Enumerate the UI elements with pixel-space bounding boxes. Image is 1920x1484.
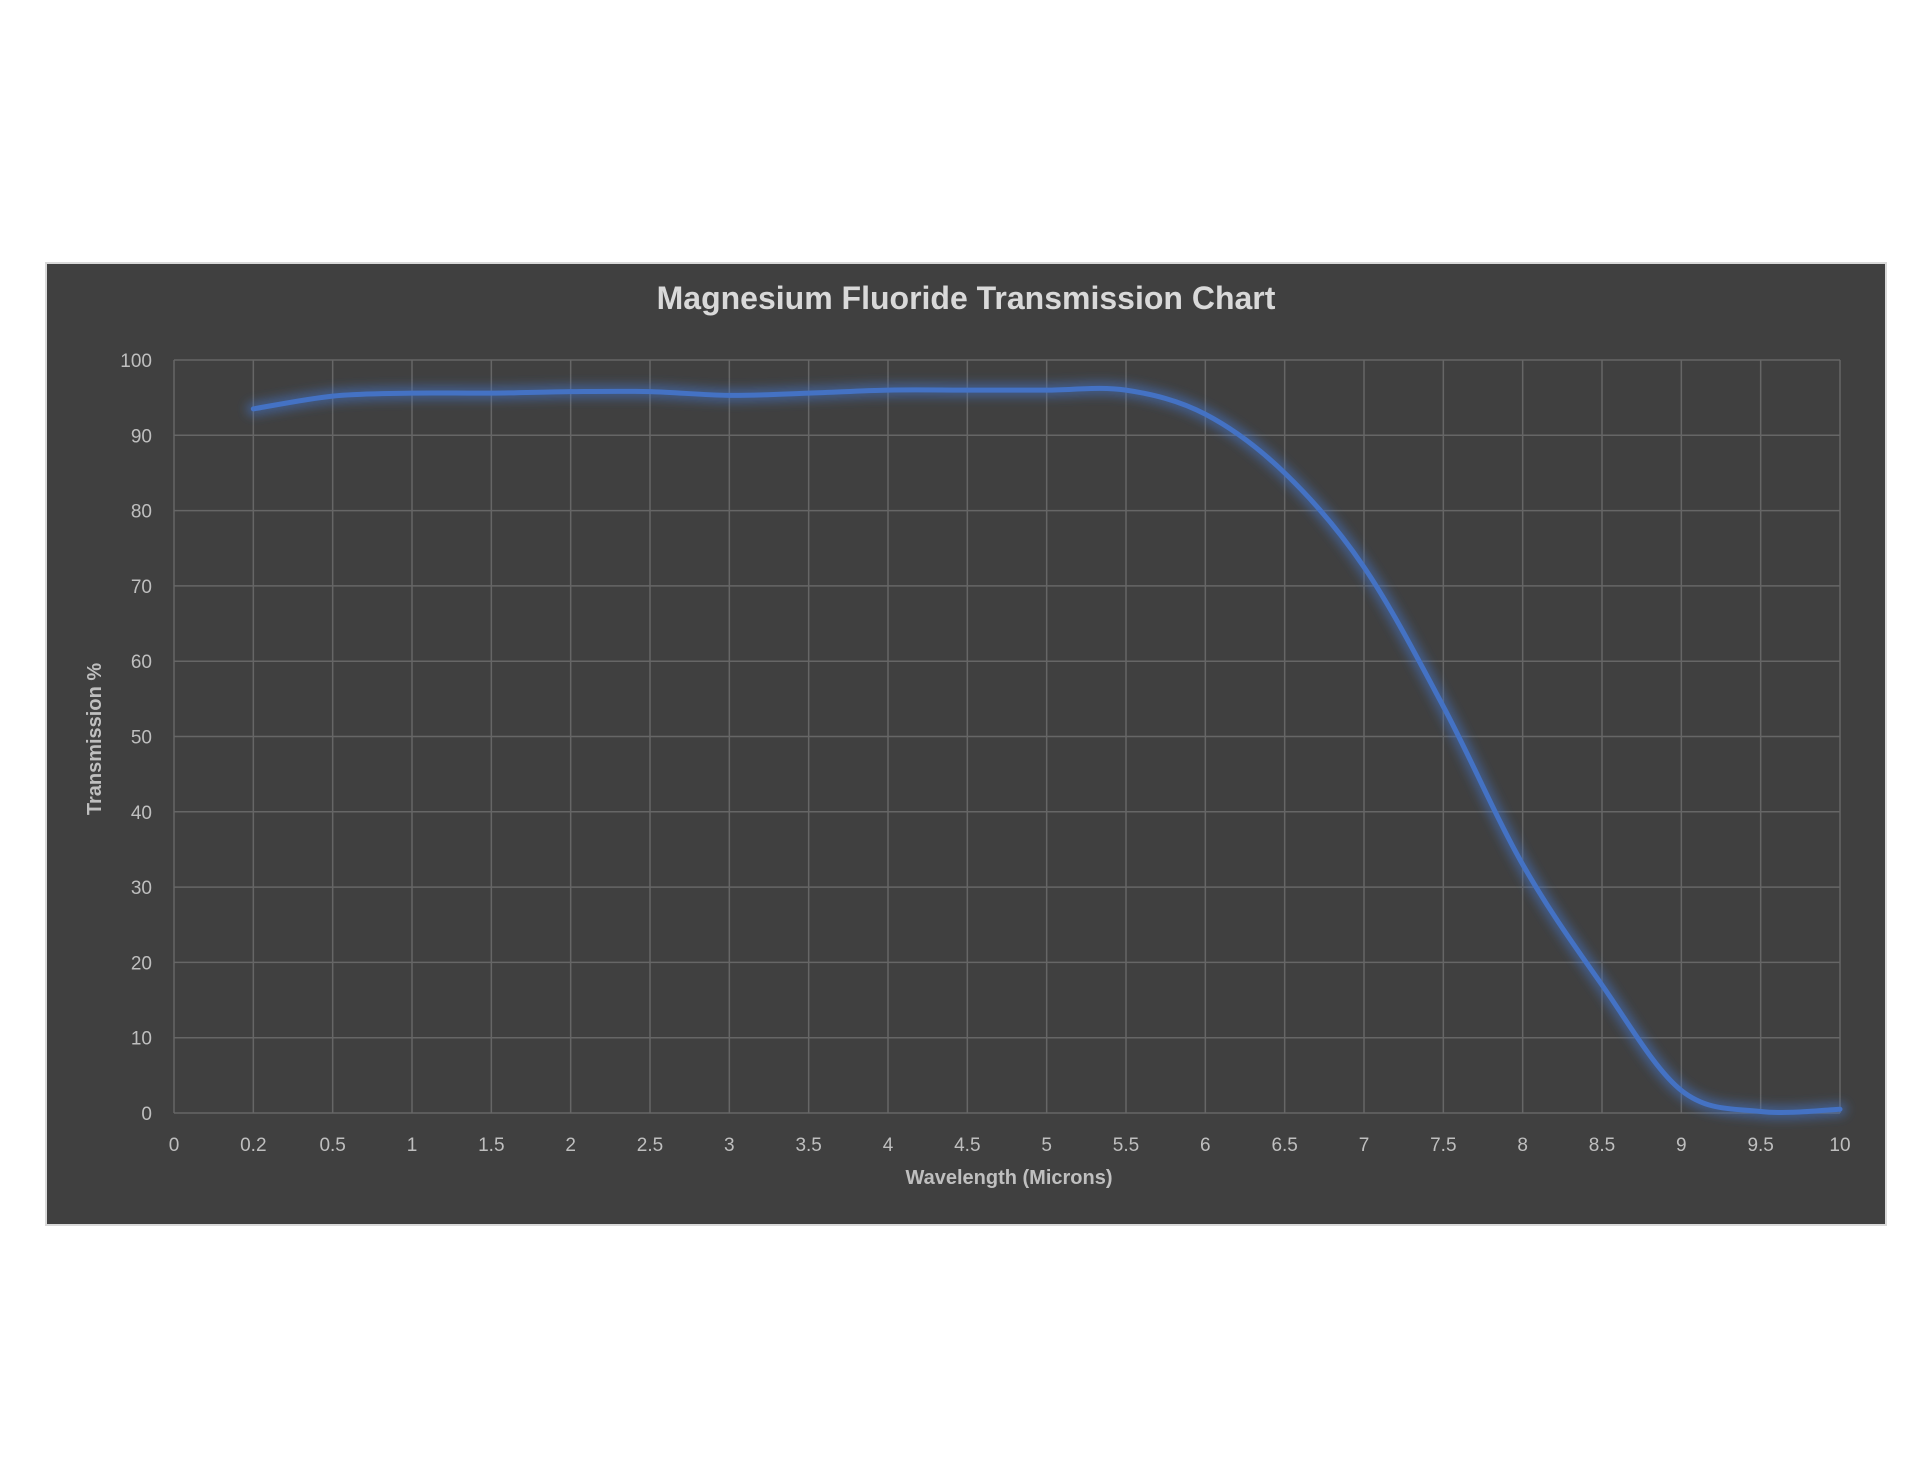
x-tick-label: 8 <box>1517 1135 1528 1156</box>
x-axis-title: Wavelength (Microns) <box>905 1167 1112 1189</box>
y-tick-label: 40 <box>131 803 152 824</box>
y-tick-label: 100 <box>120 351 152 372</box>
y-tick-label: 90 <box>131 426 152 447</box>
y-tick-label: 60 <box>131 652 152 673</box>
x-tick-label: 0 <box>169 1135 180 1156</box>
x-tick-label: 4 <box>883 1135 894 1156</box>
y-tick-label: 50 <box>131 728 152 749</box>
x-tick-label: 8.5 <box>1589 1135 1615 1156</box>
y-tick-label: 20 <box>131 953 152 974</box>
chart-title: Magnesium Fluoride Transmission Chart <box>657 280 1276 316</box>
x-tick-label: 10 <box>1829 1135 1850 1156</box>
x-tick-label: 1 <box>407 1135 418 1156</box>
x-axis-ticks: 0 0.2 0.5 1 1.5 2 2.5 3 3.5 4 4.5 5 5.5 6 6.5 7 7.5 8 8.5 9… <box>169 1135 1851 1156</box>
y-axis-ticks: 0 10 20 30 40 50 60 70 80 90 100 <box>120 351 152 1125</box>
x-tick-label: 5 <box>1041 1135 1052 1156</box>
y-tick-label: 70 <box>131 577 152 598</box>
x-tick-label: 4.5 <box>954 1135 980 1156</box>
x-tick-label: 1.5 <box>478 1135 504 1156</box>
x-tick-label: 9.5 <box>1747 1135 1773 1156</box>
x-tick-label: 0.2 <box>240 1135 266 1156</box>
y-axis-title: Transmission % <box>84 663 106 815</box>
x-tick-label: 0.5 <box>319 1135 345 1156</box>
x-tick-label: 5.5 <box>1113 1135 1139 1156</box>
series-line <box>250 385 1843 1116</box>
x-tick-label: 2.5 <box>637 1135 663 1156</box>
y-tick-label: 80 <box>131 502 152 523</box>
y-tick-label: 0 <box>141 1104 152 1125</box>
grid <box>173 359 1841 1114</box>
y-tick-label: 10 <box>131 1029 152 1050</box>
chart-frame: Magnesium Fluoride Transmission Chart 0 1… <box>45 262 1887 1226</box>
x-tick-label: 7 <box>1359 1135 1370 1156</box>
x-tick-label: 6.5 <box>1271 1135 1297 1156</box>
x-tick-label: 7.5 <box>1430 1135 1456 1156</box>
x-tick-label: 3.5 <box>795 1135 821 1156</box>
x-tick-label: 9 <box>1676 1135 1687 1156</box>
chart-svg: Magnesium Fluoride Transmission Chart 0 1… <box>84 280 1851 1189</box>
x-tick-label: 3 <box>724 1135 735 1156</box>
y-tick-label: 30 <box>131 878 152 899</box>
x-tick-label: 6 <box>1200 1135 1211 1156</box>
x-tick-label: 2 <box>565 1135 576 1156</box>
series-layer <box>246 381 1847 1120</box>
